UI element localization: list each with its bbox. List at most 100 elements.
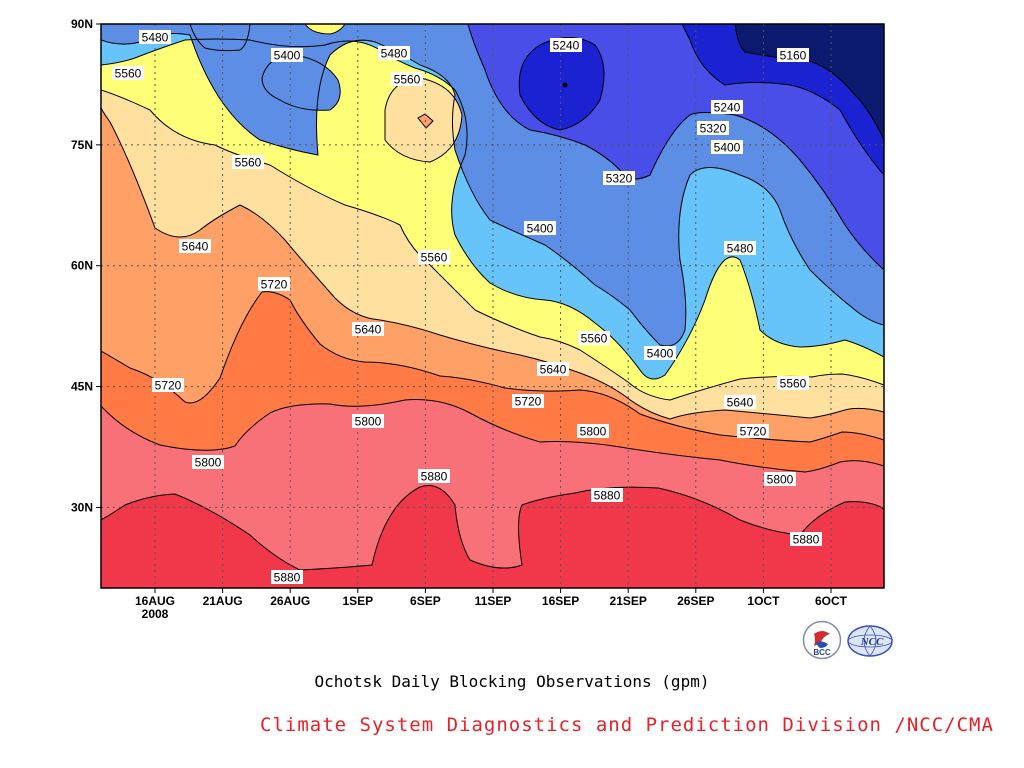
- x-tick-label: 16SEP: [542, 594, 579, 608]
- contour-label-box: [352, 322, 384, 336]
- ncc-logo: NCC: [846, 624, 894, 662]
- contour-label-text: 5240: [553, 39, 580, 53]
- contour-label: 5320: [603, 171, 635, 186]
- contour-label-text: 5800: [355, 415, 382, 429]
- contour-label: 5880: [271, 570, 303, 585]
- contour-label: 5400: [644, 346, 676, 361]
- contour-label: 5800: [352, 414, 384, 429]
- x-tick-label: 16AUG: [135, 594, 175, 608]
- x-tick-label: 6SEP: [410, 594, 441, 608]
- bcc-logo: BCC: [802, 620, 842, 664]
- contour-label: 5560: [232, 155, 264, 170]
- x-tick-label: 21AUG: [203, 594, 243, 608]
- gridlines: [101, 24, 884, 588]
- line-5640: [101, 107, 884, 420]
- contour-label-box: [724, 395, 756, 409]
- contour-label: 5880: [418, 469, 450, 484]
- contour-label-text: 5480: [142, 31, 169, 45]
- contour-label-box: [391, 72, 423, 86]
- x-tick-label: 21SEP: [610, 594, 647, 608]
- contour-label-text: 5320: [700, 122, 727, 136]
- contour-label-text: 5720: [740, 425, 767, 439]
- contour-labels: 5480 5560 5400 5480 5560 5240 5160 5240 5320 5400…: [112, 30, 822, 585]
- contour-label-box: [603, 171, 635, 185]
- contour-label-text: 5560: [780, 377, 807, 391]
- contour-label: 5240: [711, 100, 743, 115]
- contour-label-box: [697, 121, 729, 135]
- fill-5400-blob-east: [262, 55, 341, 111]
- x-tick-label: 26AUG: [270, 594, 310, 608]
- contour-label-text: 5160: [780, 49, 807, 63]
- bcc-logo-text: BCC: [813, 648, 831, 657]
- contour-label-box: [271, 48, 303, 62]
- contour-label: 5400: [711, 140, 743, 155]
- y-tick-label: 60N: [71, 259, 93, 273]
- contour-label-text: 5800: [195, 456, 222, 470]
- ncc-logo-text: NCC: [860, 636, 884, 648]
- x-tick-label: 1SEP: [342, 594, 373, 608]
- contour-label-text: 5400: [647, 347, 674, 361]
- x-tick-label: 1OCT: [747, 594, 780, 608]
- fill-5400-west-edge: [190, 24, 250, 51]
- contour-label-text: 5880: [274, 571, 301, 585]
- contour-label: 5480: [378, 46, 410, 61]
- contour-label: 5560: [391, 72, 423, 87]
- x-tick-label: 11SEP: [475, 594, 512, 608]
- y-tick-label: 75N: [71, 138, 93, 152]
- contour-label: 5640: [724, 395, 756, 410]
- contour-label-text: 5400: [714, 141, 741, 155]
- line-5720: [101, 291, 884, 443]
- contour-label-box: [258, 277, 290, 291]
- contour-label-box: [352, 414, 384, 428]
- contour-label: 5560: [777, 376, 809, 391]
- contour-label: 5240: [550, 38, 582, 53]
- contour-label-box: [378, 46, 410, 60]
- contour-label: 5320: [697, 121, 729, 136]
- contour-label-box: [192, 455, 224, 469]
- contour-label-text: 5400: [527, 222, 554, 236]
- contour-label: 5880: [790, 532, 822, 547]
- x-year-label: 2008: [142, 607, 169, 621]
- contour-label-text: 5560: [394, 73, 421, 87]
- contour-label-box: [578, 331, 610, 345]
- line-5240: [681, 24, 884, 176]
- contour-label: 5640: [537, 362, 569, 377]
- contour-label: 5800: [764, 472, 796, 487]
- contour-label-box: [512, 394, 544, 408]
- y-tick-label: 90N: [71, 17, 93, 31]
- contour-label-text: 5560: [421, 251, 448, 265]
- contour-label-text: 5320: [606, 172, 633, 186]
- contour-label-text: 5800: [580, 425, 607, 439]
- contour-label-box: [724, 241, 756, 255]
- contour-label-text: 5640: [355, 323, 382, 337]
- contour-label-box: [777, 48, 809, 62]
- contour-label: 5800: [577, 424, 609, 439]
- contour-label-box: [764, 472, 796, 486]
- contour-label-box: [418, 250, 450, 264]
- contour-label-box: [711, 100, 743, 114]
- contour-label-text: 5800: [767, 473, 794, 487]
- contour-label: 5560: [112, 66, 144, 81]
- contour-label-box: [711, 140, 743, 154]
- contour-label-text: 5560: [235, 156, 262, 170]
- line-5880: [101, 485, 884, 571]
- contour-label: 5800: [192, 455, 224, 470]
- contour-label-text: 5640: [182, 240, 209, 254]
- contour-label-text: 5240: [714, 101, 741, 115]
- contour-label-text: 5480: [381, 47, 408, 61]
- contour-label-box: [790, 532, 822, 546]
- contour-label-box: [271, 570, 303, 584]
- x-axis: 16AUG 21AUG 26AUG 1SEP 6SEP 11SEP 16SEP 21SEP 26…: [135, 588, 848, 608]
- contour-label-text: 5880: [594, 489, 621, 503]
- contour-label-box: [418, 469, 450, 483]
- contour-label-box: [139, 30, 171, 44]
- contour-label-box: [232, 155, 264, 169]
- line-5560-top: [304, 24, 346, 35]
- contour-label: 5880: [591, 488, 623, 503]
- contour-label: 5480: [724, 241, 756, 256]
- contour-label-box: [577, 424, 609, 438]
- contour-label-text: 5560: [581, 332, 608, 346]
- contour-label-box: [537, 362, 569, 376]
- contour-label-box: [152, 378, 184, 392]
